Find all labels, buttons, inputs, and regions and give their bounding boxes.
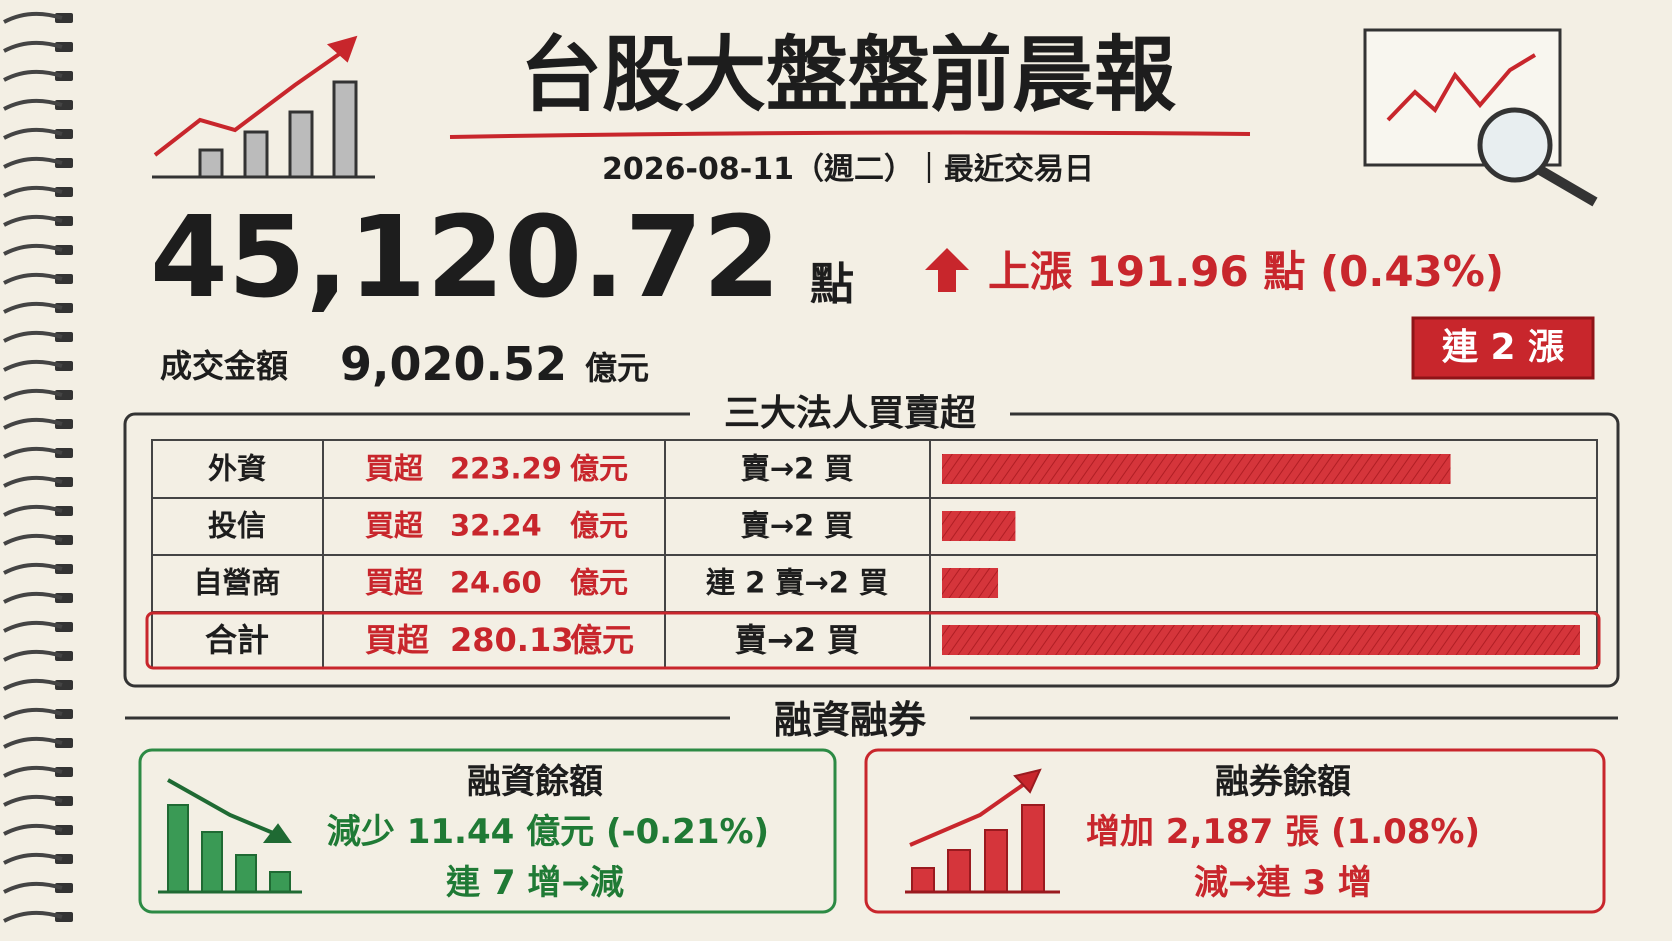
binding-ring xyxy=(3,852,63,865)
short-title: 融券餘額 xyxy=(1215,762,1351,802)
binding-ring xyxy=(3,591,63,604)
net-buy-bar xyxy=(942,625,1580,655)
financing-change: 減少 11.44 億元 (-0.21%) xyxy=(326,812,770,852)
binding-ring xyxy=(3,823,63,836)
short-change: 增加 2,187 張 (1.08%) xyxy=(1085,812,1481,852)
net-buy-bar xyxy=(942,568,999,598)
section-title: 融資融券 xyxy=(773,698,927,742)
financing-title: 融資餘額 xyxy=(467,762,603,802)
row-unit: 億元 xyxy=(570,508,629,543)
binding-ring xyxy=(3,301,63,314)
binding-ring xyxy=(3,794,63,807)
row-name: 合計 xyxy=(204,621,270,659)
binding-ring xyxy=(3,214,63,227)
binding-ring xyxy=(3,40,63,53)
decrease-icon xyxy=(158,778,302,894)
binding-ring xyxy=(3,11,63,24)
binding-ring xyxy=(3,504,63,517)
index-value: 45,120.72 xyxy=(150,193,781,323)
row-unit: 億元 xyxy=(570,451,629,486)
chart-magnifier-icon xyxy=(1363,28,1598,207)
increase-icon xyxy=(905,768,1060,894)
binding-ring xyxy=(3,446,63,459)
binding-ring xyxy=(3,185,63,198)
binding-ring xyxy=(3,562,63,575)
binding-ring xyxy=(3,881,63,894)
binding-ring xyxy=(3,359,63,372)
binding-ring xyxy=(3,330,63,343)
turnover-label: 成交金額 xyxy=(160,347,289,385)
index-unit: 點 xyxy=(810,259,854,310)
binding-ring xyxy=(3,417,63,430)
index-change: 上漲 191.96 點 (0.43%) xyxy=(988,247,1505,296)
spiral-binding xyxy=(3,11,73,923)
row-trend: 連 2 賣→2 買 xyxy=(706,565,888,600)
row-trend: 賣→2 買 xyxy=(740,508,854,543)
date-line: 2026-08-11（週二）｜最近交易日 xyxy=(602,152,1094,187)
row-trend: 賣→2 買 xyxy=(734,621,860,659)
total-highlight xyxy=(145,611,1601,670)
up-arrow xyxy=(925,248,969,292)
streak-badge xyxy=(1411,316,1595,380)
row-action: 買超 xyxy=(365,621,430,659)
binding-ring xyxy=(3,388,63,401)
binding-ring xyxy=(3,156,63,169)
financing-trend: 連 7 增→減 xyxy=(446,863,624,903)
financing-box xyxy=(138,748,837,914)
binding-ring xyxy=(3,649,63,662)
binding-ring xyxy=(3,707,63,720)
binding-ring xyxy=(3,243,63,256)
row-amount: 280.13 xyxy=(450,621,574,659)
net-buy-bar xyxy=(942,511,1016,541)
row-action: 買超 xyxy=(365,508,424,543)
binding-ring xyxy=(3,910,63,923)
net-buy-bar xyxy=(942,454,1451,484)
row-action: 買超 xyxy=(365,451,424,486)
binding-ring xyxy=(3,533,63,546)
row-amount: 32.24 xyxy=(450,508,542,543)
row-name: 外資 xyxy=(207,451,267,486)
binding-ring xyxy=(3,272,63,285)
row-amount: 223.29 xyxy=(450,451,562,486)
binding-ring xyxy=(3,620,63,633)
title: 台股大盤盤前晨報 xyxy=(519,28,1177,123)
row-trend: 賣→2 買 xyxy=(740,451,854,486)
row-unit: 億元 xyxy=(570,621,635,659)
row-name: 投信 xyxy=(207,508,267,543)
binding-ring xyxy=(3,678,63,691)
row-amount: 24.60 xyxy=(450,565,542,600)
binding-ring xyxy=(3,69,63,82)
turnover-value: 9,020.52 xyxy=(340,337,567,391)
binding-ring xyxy=(3,98,63,111)
turnover-unit: 億元 xyxy=(585,349,650,387)
short-box xyxy=(864,748,1606,914)
frame-gap xyxy=(690,396,1010,432)
row-action: 買超 xyxy=(365,565,424,600)
title-underline xyxy=(449,130,1251,139)
binding-ring xyxy=(3,765,63,778)
growth-icon xyxy=(152,35,375,179)
row-name: 自營商 xyxy=(193,565,281,600)
row-unit: 億元 xyxy=(570,565,629,600)
short-trend: 減→連 3 增 xyxy=(1194,863,1372,903)
bars xyxy=(942,454,1580,655)
binding-ring xyxy=(3,736,63,749)
streak: 連 2 漲 xyxy=(1441,327,1565,368)
binding-ring xyxy=(3,127,63,140)
binding-ring xyxy=(3,475,63,488)
section-title: 三大法人買賣超 xyxy=(723,393,977,434)
